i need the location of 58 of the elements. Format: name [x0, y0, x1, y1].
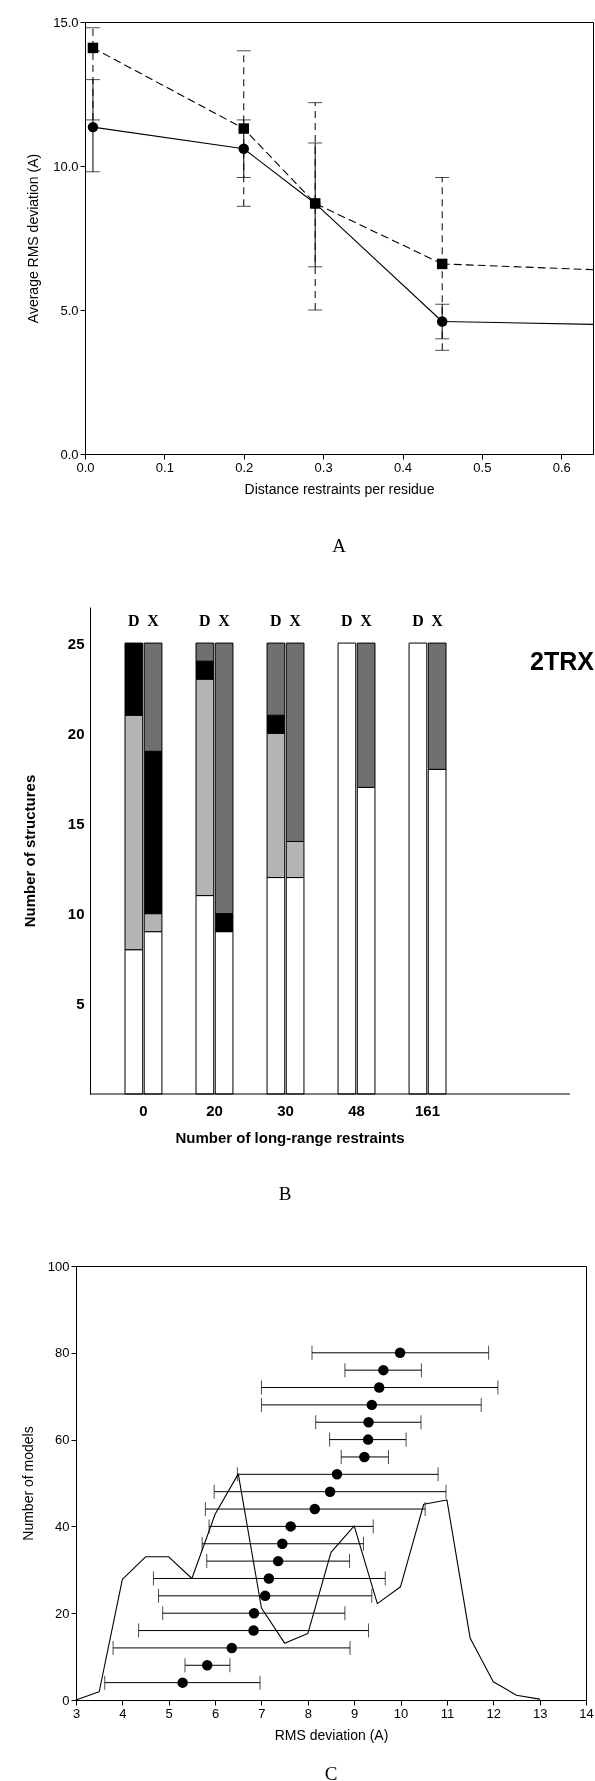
x-tick-label: 11: [440, 1705, 455, 1721]
x-tick-label: 0.1: [155, 459, 174, 475]
y-tick-label: 60: [55, 1432, 70, 1448]
text: 48: [348, 1102, 365, 1119]
y-tick-label: 5.0: [60, 302, 79, 318]
y-axis-title: Number of structures: [20, 774, 38, 928]
x-tick-label: 12: [486, 1705, 502, 1721]
y-axis-title: Average RMS deviation (A): [25, 153, 42, 324]
x-axis-title: Distance restraints per residue: [244, 480, 435, 497]
x-tick-label: 7: [258, 1705, 266, 1721]
y-tick-label: 25: [67, 634, 85, 652]
x-tick-label: 4: [119, 1705, 127, 1721]
text: A: [332, 535, 347, 556]
y-tick-label: 10.0: [53, 158, 79, 174]
x-tick-label: D: [199, 612, 211, 629]
y-tick-label: 15.0: [53, 14, 79, 30]
x-tick-label: 10: [393, 1705, 409, 1721]
x-tick-label: D: [128, 612, 140, 629]
y-tick-label: 5: [76, 995, 85, 1013]
x-tick-label: D: [270, 612, 282, 629]
x-tick-label: 8: [304, 1705, 312, 1721]
x-tick-label: 6: [211, 1705, 220, 1721]
x-tick-label: 0.2: [235, 459, 254, 475]
y-tick-label: 0: [62, 1692, 70, 1708]
x-tick-label: 0.4: [393, 459, 413, 475]
text: 30: [277, 1102, 294, 1119]
text: 0: [139, 1102, 148, 1119]
y-tick-label: 0.0: [60, 446, 79, 462]
text: 2TRX: [530, 647, 595, 675]
x-tick-label: X: [147, 612, 160, 629]
text: C: [324, 1763, 338, 1781]
text: 20: [206, 1102, 223, 1119]
x-tick-label: 14: [579, 1705, 594, 1721]
y-tick-label: 10: [67, 905, 85, 923]
text: B: [278, 1183, 292, 1204]
x-tick-label: D: [341, 612, 353, 629]
x-tick-label: X: [431, 612, 444, 629]
text: 161: [415, 1102, 441, 1119]
x-tick-label: D: [412, 612, 424, 629]
x-tick-label: 13: [532, 1705, 548, 1721]
y-tick-label: 80: [55, 1345, 70, 1361]
y-tick-label: 20: [67, 724, 85, 742]
y-tick-label: 100: [47, 1258, 70, 1274]
x-axis-title: Number of long-range restraints: [175, 1129, 405, 1146]
y-tick-label: 20: [55, 1605, 70, 1621]
y-tick-label: 40: [55, 1518, 70, 1534]
x-tick-label: 0.5: [473, 459, 492, 475]
x-tick-label: X: [218, 612, 231, 629]
x-tick-label: 9: [351, 1705, 359, 1721]
x-tick-label: 0.3: [314, 459, 333, 475]
y-tick-label: 15: [67, 814, 85, 832]
x-tick-label: 0.6: [552, 459, 571, 475]
x-tick-label: 3: [72, 1705, 81, 1721]
x-axis-title: RMS deviation (A): [274, 1726, 389, 1743]
x-tick-label: X: [360, 612, 373, 629]
y-axis-title: Number of models: [19, 1426, 36, 1541]
x-tick-label: X: [289, 612, 302, 629]
x-tick-label: 5: [165, 1705, 173, 1721]
